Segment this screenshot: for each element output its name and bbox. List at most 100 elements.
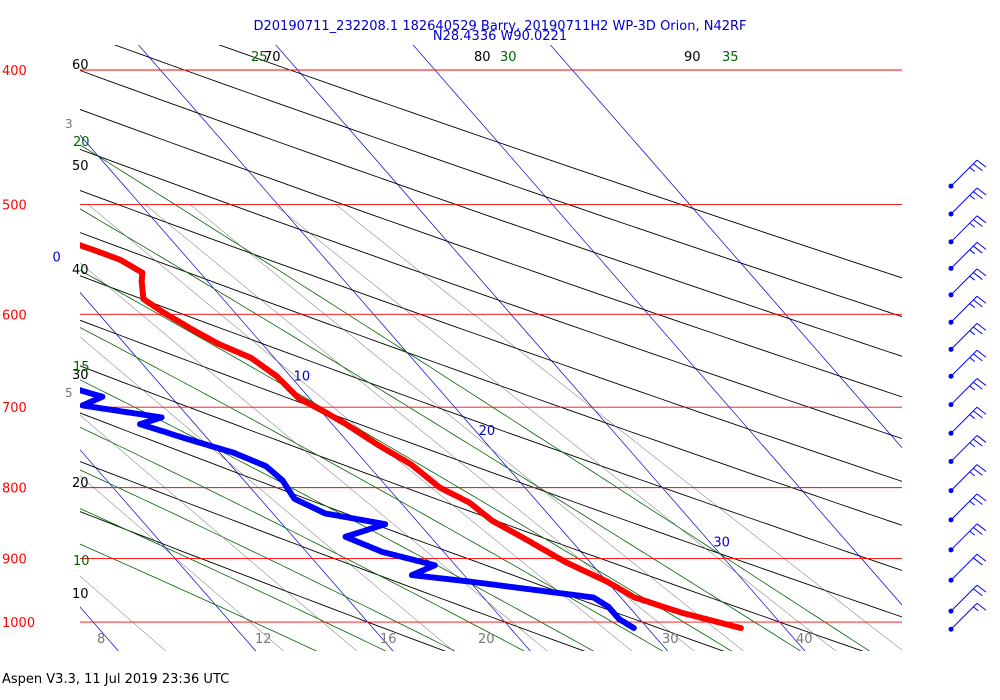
wind-barb [948,523,987,553]
moist-adiabat-label: 10 [73,554,90,569]
dewpoint-trace [0,340,637,632]
pressure-tick-label: 1000 [2,616,35,631]
pressure-tick-label: 500 [2,198,27,213]
mixing-ratio-line [144,204,695,651]
wind-barb [948,406,987,436]
mixing-ratio-label: 5 [65,386,73,400]
wind-barb-half-flag [969,500,976,506]
dewpoint-trace-point [0,343,5,349]
temperature-trace-point [43,224,49,230]
moist-adiabat-line [80,379,595,651]
dewpoint-trace-point [38,373,44,379]
temperature-trace-point [7,186,13,192]
dewpoint-trace-point [16,357,22,363]
mixing-ratio-line [274,204,837,651]
dry-adiabat-label: 30 [72,368,89,383]
wind-barb-half-flag [969,414,976,419]
wind-barb [948,349,987,379]
dewpoint-trace-point [53,380,59,386]
wind-barb-flag [976,349,987,358]
wind-barb-staff [950,349,978,377]
wind-barb-half-flag [973,606,979,612]
isotherm-line [412,45,902,606]
wind-barb-staff [950,523,978,551]
temperature-trace-point [55,232,61,238]
dry-adiabat-label: 20 [72,476,89,491]
pressure-tick-label: 900 [2,553,27,568]
wind-barb-half-flag [969,330,976,336]
dewpoint-trace-point [17,358,23,364]
dewpoint-trace-point [55,381,61,387]
wind-barb [948,242,987,271]
dry-adiabat-line [218,45,902,279]
temperature-trace-point [47,227,53,233]
wind-barb-half-flag [969,222,976,228]
temperature-trace-point [37,217,43,223]
dewpoint-trace-point [0,340,1,346]
wind-barb-flag [976,378,987,386]
dewpoint-trace-point [1,345,7,351]
isotherm-label: 0 [52,250,60,265]
wind-barb-flag [976,553,987,562]
dry-adiabat-line [80,412,725,651]
dewpoint-trace-point [32,369,38,375]
wind-barb-staff [950,464,978,491]
wind-barb-flag [973,410,983,419]
wind-barb [948,584,987,614]
temperature-trace-point [49,229,55,235]
temperature-trace-point [31,211,37,217]
dry-adiabat-label: 60 [72,58,89,73]
moist-adiabat-line [80,469,456,651]
temperature-trace-point [67,239,73,245]
temperature-trace-point [30,210,36,216]
wind-barb-flag [973,245,983,254]
dewpoint-trace-point [4,347,10,353]
chart-title-line1: D20190711_232208.1 182640529 Barry, 2019… [253,19,747,34]
temperature-trace-point [56,233,62,239]
temperature-trace-point [0,183,6,189]
dry-adiabat-label: 50 [72,159,89,174]
wind-barb [948,435,987,464]
isotherm-label: 30 [713,536,730,551]
dry-adiabat-label: 70 [264,50,281,65]
temperature-trace-point [36,216,42,222]
dry-adiabat-line [80,461,586,651]
mixing-ratio-line [80,475,285,651]
wind-barb-flag [976,268,987,277]
temperature-trace-point [4,185,10,191]
temperature-trace-point [1,183,7,189]
dewpoint-trace-point [10,352,16,358]
mixing-ratio-label: 40 [796,632,813,647]
temperature-trace-point [70,240,76,246]
dry-adiabat-line [80,232,902,526]
dewpoint-trace-point [57,381,63,387]
wind-barb-flag [973,497,983,505]
wind-barb-half-flag [969,357,976,362]
wind-barb-flag [976,323,987,331]
dewpoint-trace-point [34,371,40,377]
wind-barb-flag [973,527,983,535]
temperature-trace-point [28,209,34,215]
wind-barb-half-flag [969,442,976,448]
wind-barb-flag [976,242,987,250]
temperature-trace-point [42,223,48,229]
wind-barb-staff [950,378,978,405]
temperature-trace-point [53,231,59,237]
dewpoint-trace-point [58,382,64,388]
temperature-trace-point [26,206,32,212]
wind-barb-flag [973,353,983,362]
temperature-trace-point [38,219,44,225]
dewpoint-trace-point [6,349,12,355]
wind-barb-staff [950,159,978,187]
wind-barb [948,268,987,298]
wind-barb-flag [976,602,987,611]
dewpoint-trace-point [72,386,78,392]
wind-barb-flag [976,493,987,502]
wind-barb-half-flag [969,471,976,477]
wind-barb-staff [950,584,978,612]
dewpoint-trace-point [22,361,28,367]
temperature-trace-point [34,214,40,220]
wind-barb [948,378,987,408]
dewpoint-trace-point [8,351,14,357]
wind-barb [948,493,987,523]
